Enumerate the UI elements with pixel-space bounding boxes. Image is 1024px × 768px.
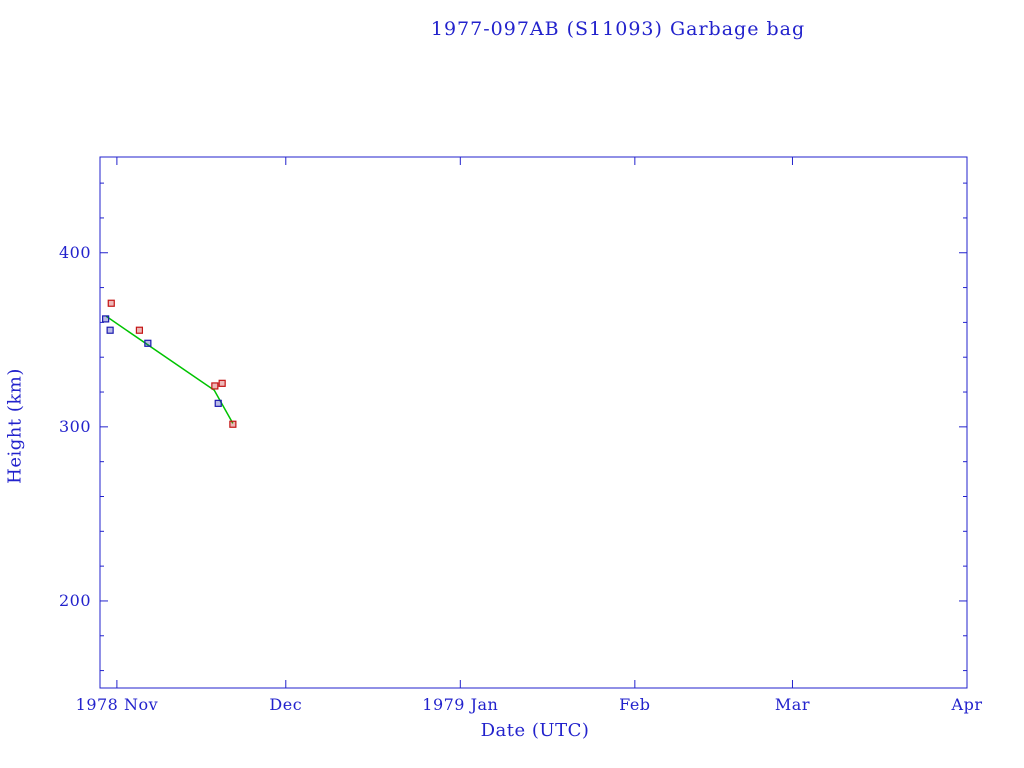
x-axis-label: Date (UTC) [480,720,590,741]
apogee-height-marker [107,299,115,307]
apogee-height-marker [229,420,237,428]
x-tick-label: 1978 Nov [76,695,158,714]
apogee-height-marker [211,382,219,390]
apogee-height-marker [135,326,144,334]
x-tick-label: Mar [775,695,810,714]
y-tick-label: 300 [59,417,91,436]
plot-frame [99,156,968,689]
y-tick-label: 200 [59,591,91,610]
perigee-height-marker [102,315,110,323]
y-tick-label: 400 [59,243,91,262]
x-tick-label: Dec [269,695,302,714]
x-tick-label: Feb [619,695,650,714]
x-tick-label: 1979 Jan [422,695,498,714]
chart-title: 1977-097AB (S11093) Garbage bag [430,18,806,40]
mean-height-fit-line [105,315,234,424]
perigee-height-marker [144,339,152,347]
x-tick-label: Apr [951,695,983,714]
perigee-height-marker [106,326,114,334]
perigee-height-marker [214,399,222,407]
apogee-height-marker [218,379,226,387]
